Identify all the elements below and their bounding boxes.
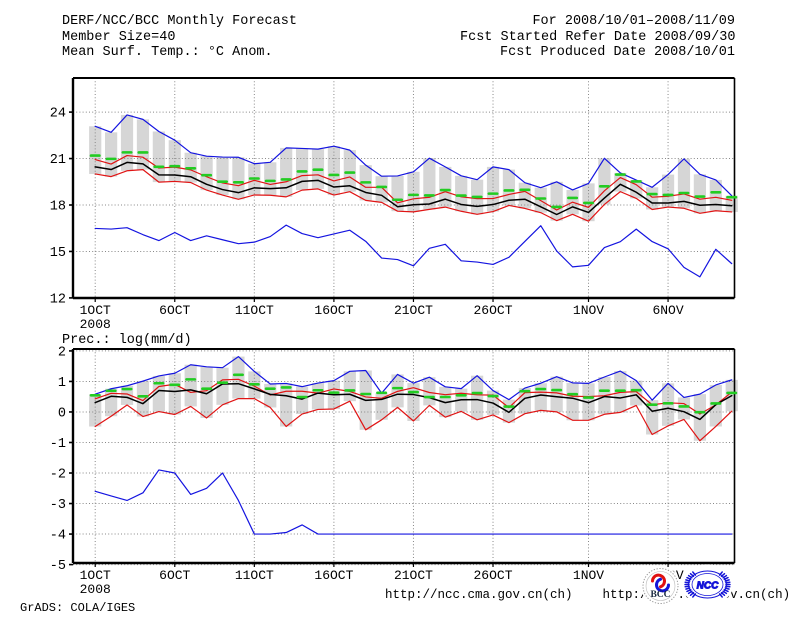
svg-text:-2: -2: [50, 468, 66, 483]
svg-text:-3: -3: [50, 498, 66, 513]
svg-text:15: 15: [50, 246, 66, 261]
svg-text:24: 24: [50, 107, 66, 122]
svg-text:26OCT: 26OCT: [474, 568, 513, 583]
svg-text:2008: 2008: [80, 582, 111, 597]
svg-text:1NOV: 1NOV: [573, 568, 604, 583]
svg-text:2: 2: [58, 345, 66, 360]
svg-text:12: 12: [50, 292, 66, 307]
svg-text:1OCT: 1OCT: [80, 568, 111, 583]
svg-text:6OCT: 6OCT: [159, 568, 190, 583]
svg-text:21: 21: [50, 153, 66, 168]
svg-text:BCC: BCC: [650, 590, 670, 600]
svg-text:21OCT: 21OCT: [394, 303, 433, 318]
svg-text:6OCT: 6OCT: [159, 303, 190, 318]
svg-text:6NOV: 6NOV: [652, 303, 683, 318]
svg-text:21OCT: 21OCT: [394, 568, 433, 583]
svg-text:1NOV: 1NOV: [573, 303, 604, 318]
svg-text:NCC: NCC: [697, 580, 719, 591]
svg-text:1OCT: 1OCT: [80, 303, 111, 318]
svg-text:-1: -1: [50, 437, 66, 452]
svg-text:11OCT: 11OCT: [235, 568, 274, 583]
svg-text:-4: -4: [50, 529, 66, 544]
svg-text:26OCT: 26OCT: [474, 303, 513, 318]
svg-text:-5: -5: [50, 559, 66, 574]
svg-text:0: 0: [58, 406, 66, 421]
svg-text:18: 18: [50, 200, 66, 215]
svg-text:1: 1: [58, 376, 66, 391]
svg-text:2008: 2008: [80, 317, 111, 332]
svg-text:11OCT: 11OCT: [235, 303, 274, 318]
svg-text:16OCT: 16OCT: [314, 568, 353, 583]
svg-text:16OCT: 16OCT: [314, 303, 353, 318]
